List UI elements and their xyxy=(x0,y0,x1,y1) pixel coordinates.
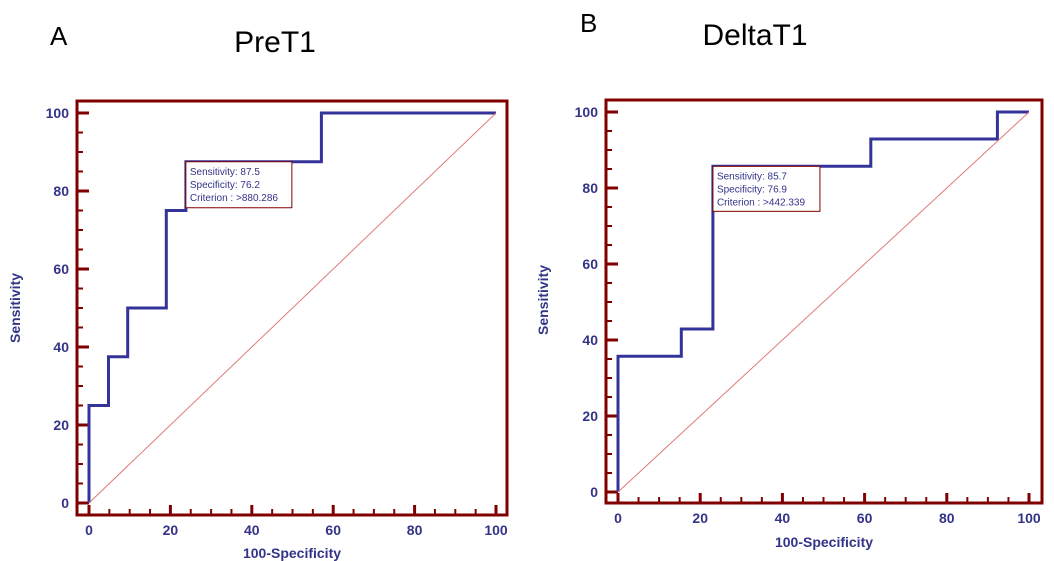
y-tick-label: 60 xyxy=(53,261,69,277)
y-tick-label: 40 xyxy=(582,332,598,348)
y-tick-label: 0 xyxy=(61,495,69,511)
panel-letter-b: B xyxy=(580,8,597,38)
x-tick-label: 20 xyxy=(163,522,179,538)
callout-box xyxy=(185,161,293,209)
y-tick-label: 40 xyxy=(53,339,69,355)
chart-title-a: PreT1 xyxy=(234,26,316,59)
callout-box xyxy=(712,165,821,212)
y-axis-label-a: Sensitivity xyxy=(7,273,23,343)
panel-letter-a: A xyxy=(50,21,68,51)
callout-line: Specificity: 76.2 xyxy=(190,180,260,191)
y-tick-label: 80 xyxy=(53,183,69,199)
x-axis-label-b: 100-Specificity xyxy=(775,534,873,550)
callout-line: Criterion : >442.339 xyxy=(717,197,806,208)
x-tick-label: 40 xyxy=(775,510,791,526)
chart-a: A PreT1 100-Specificity Sensitivity 0 20 4… xyxy=(7,21,509,561)
callout-line: Specificity: 76.9 xyxy=(717,184,787,195)
y-tick-label: 60 xyxy=(582,256,598,272)
callout-line: Sensitivity: 85.7 xyxy=(717,171,787,182)
y-axis-label-b: Sensitivity xyxy=(535,265,551,335)
chart-b: B DeltaT1 100-Specificity Sensitivity 0 2… xyxy=(535,8,1044,550)
x-tick-label: 40 xyxy=(244,522,260,538)
x-axis-label-a: 100-Specificity xyxy=(243,545,341,561)
y-tick-label: 100 xyxy=(46,105,70,121)
reference-diagonal-line xyxy=(617,111,1030,493)
callout-line: Criterion : >880.286 xyxy=(190,193,279,204)
x-tick-label: 0 xyxy=(614,510,622,526)
x-tick-label: 100 xyxy=(1017,510,1041,526)
y-tick-label: 80 xyxy=(582,180,598,196)
reference-diagonal-line xyxy=(88,112,497,504)
x-tick-label: 20 xyxy=(692,510,708,526)
roc-curve-line xyxy=(87,111,496,503)
x-tick-label: 60 xyxy=(325,522,341,538)
x-tick-label: 80 xyxy=(939,510,955,526)
criterion-callout: Sensitivity: 85.7 Specificity: 76.9 Criter… xyxy=(712,165,821,212)
criterion-callout: Sensitivity: 87.5 Specificity: 76.2 Criter… xyxy=(185,161,293,209)
callout-line: Sensitivity: 87.5 xyxy=(190,167,260,178)
y-tick-label: 20 xyxy=(582,408,598,424)
x-tick-label: 0 xyxy=(85,522,93,538)
chart-title-b: DeltaT1 xyxy=(702,19,807,52)
y-tick-label: 100 xyxy=(575,104,599,120)
y-tick-label: 0 xyxy=(590,484,598,500)
x-tick-label: 60 xyxy=(857,510,873,526)
x-tick-label: 100 xyxy=(484,522,508,538)
y-tick-label: 20 xyxy=(53,417,69,433)
x-tick-label: 80 xyxy=(407,522,423,538)
